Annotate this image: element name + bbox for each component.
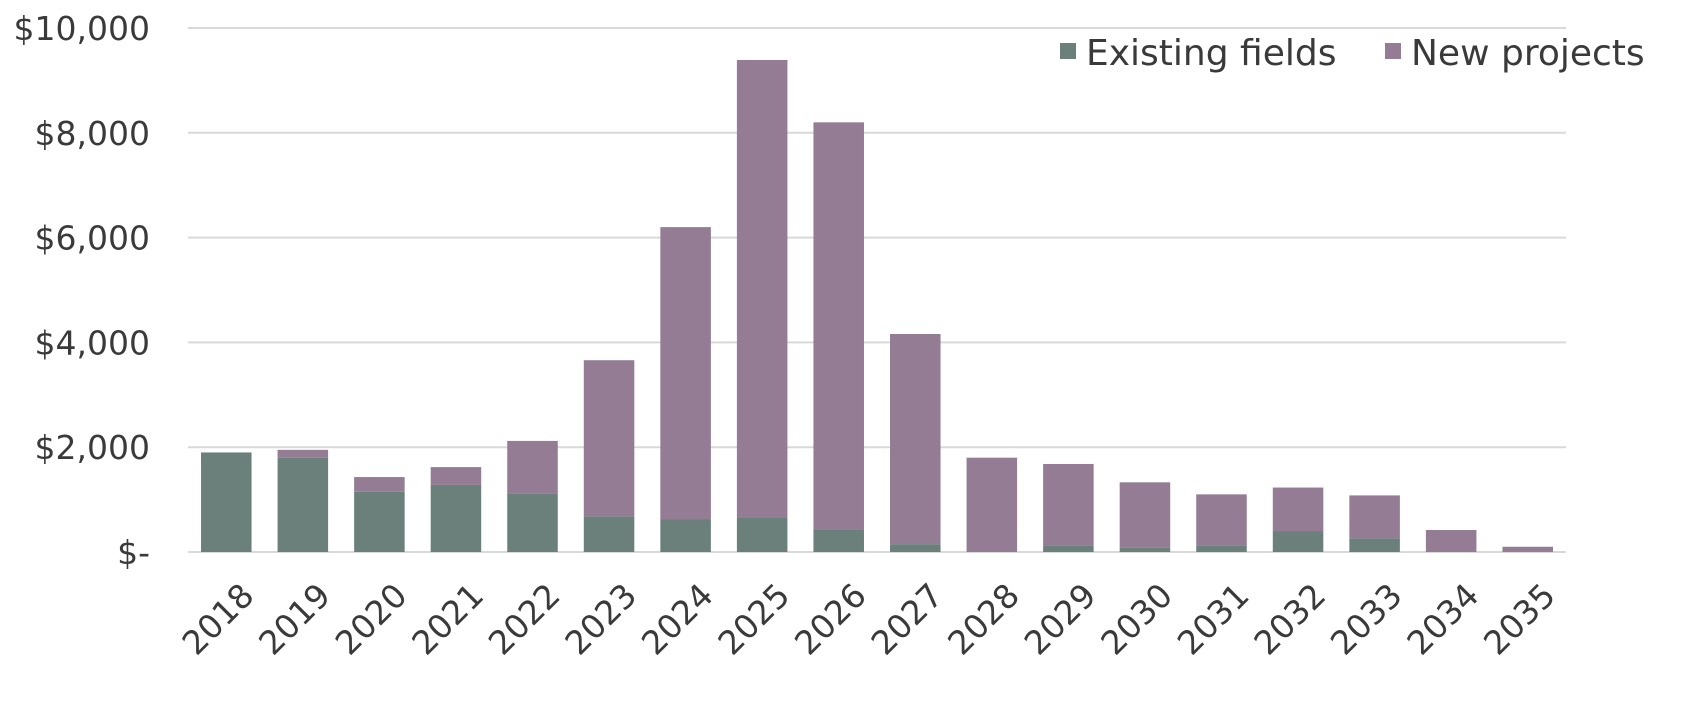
x-tick-label: 2033 <box>1323 576 1410 663</box>
x-axis: 2018201920202021202220232024202520262027… <box>175 576 1563 663</box>
x-tick-label: 2021 <box>404 576 491 663</box>
bar-existing-fields-2020 <box>354 491 405 552</box>
bar-existing-fields-2024 <box>660 519 711 552</box>
x-tick-label: 2030 <box>1093 576 1180 663</box>
bar-existing-fields-2022 <box>507 493 558 552</box>
y-tick-label: $6,000 <box>35 219 150 258</box>
y-tick-label: $- <box>117 533 150 572</box>
bar-existing-fields-2025 <box>736 517 788 552</box>
x-tick-label: 2028 <box>940 576 1027 663</box>
bar-new-projects-2032 <box>1272 487 1324 532</box>
x-tick-label: 2032 <box>1246 576 1333 663</box>
bar-existing-fields-2031 <box>1196 545 1247 552</box>
bar-existing-fields-2029 <box>1043 545 1094 552</box>
x-tick-label: 2035 <box>1476 576 1563 663</box>
bar-new-projects-2035 <box>1502 546 1553 552</box>
bar-existing-fields-2032 <box>1272 531 1324 552</box>
x-tick-label: 2027 <box>864 576 951 663</box>
bar-new-projects-2023 <box>583 360 635 517</box>
x-tick-label: 2034 <box>1399 576 1486 663</box>
bars <box>201 59 1553 552</box>
y-tick-label: $8,000 <box>35 114 150 153</box>
x-tick-label: 2025 <box>710 576 797 663</box>
bar-new-projects-2034 <box>1425 529 1477 552</box>
bar-existing-fields-2027 <box>890 544 941 552</box>
bar-existing-fields-2021 <box>430 484 482 552</box>
x-tick-label: 2023 <box>557 576 644 663</box>
bar-existing-fields-2023 <box>583 516 635 552</box>
bar-existing-fields-2033 <box>1349 538 1400 552</box>
y-tick-label: $4,000 <box>35 323 150 362</box>
bar-new-projects-2029 <box>1043 463 1094 546</box>
legend-swatch-new-projects <box>1385 43 1401 59</box>
x-tick-label: 2031 <box>1170 576 1257 663</box>
legend: Existing fields New projects <box>1060 33 1645 74</box>
y-tick-label: $2,000 <box>35 428 150 467</box>
x-tick-label: 2018 <box>175 576 262 663</box>
bar-new-projects-2031 <box>1196 494 1247 546</box>
x-tick-label: 2020 <box>328 576 415 663</box>
bar-existing-fields-2030 <box>1119 547 1171 552</box>
bar-new-projects-2024 <box>660 227 711 520</box>
legend-swatch-existing-fields <box>1060 43 1076 59</box>
y-tick-label: $10,000 <box>14 9 150 48</box>
legend-label-new-projects: New projects <box>1411 33 1645 74</box>
bar-new-projects-2025 <box>736 59 788 518</box>
bar-new-projects-2020 <box>354 477 405 492</box>
gridlines <box>188 27 1566 553</box>
x-tick-label: 2019 <box>251 576 338 663</box>
bar-existing-fields-2026 <box>813 529 864 552</box>
bar-new-projects-2022 <box>507 440 558 494</box>
y-axis: $- $2,000 $4,000 $6,000 $8,000 $10,000 <box>14 9 150 572</box>
bar-existing-fields-2018 <box>201 452 252 552</box>
bar-new-projects-2030 <box>1119 482 1171 548</box>
bar-new-projects-2021 <box>430 467 482 485</box>
bar-new-projects-2033 <box>1349 495 1400 539</box>
legend-label-existing-fields: Existing fields <box>1086 33 1336 74</box>
x-tick-label: 2024 <box>634 576 721 663</box>
bar-new-projects-2027 <box>890 334 941 545</box>
bar-existing-fields-2019 <box>277 457 329 552</box>
x-tick-label: 2022 <box>481 576 568 663</box>
x-tick-label: 2026 <box>787 576 874 663</box>
x-tick-label: 2029 <box>1017 576 1104 663</box>
bar-new-projects-2019 <box>277 449 329 458</box>
bar-new-projects-2026 <box>813 122 864 530</box>
bar-new-projects-2028 <box>966 457 1018 552</box>
